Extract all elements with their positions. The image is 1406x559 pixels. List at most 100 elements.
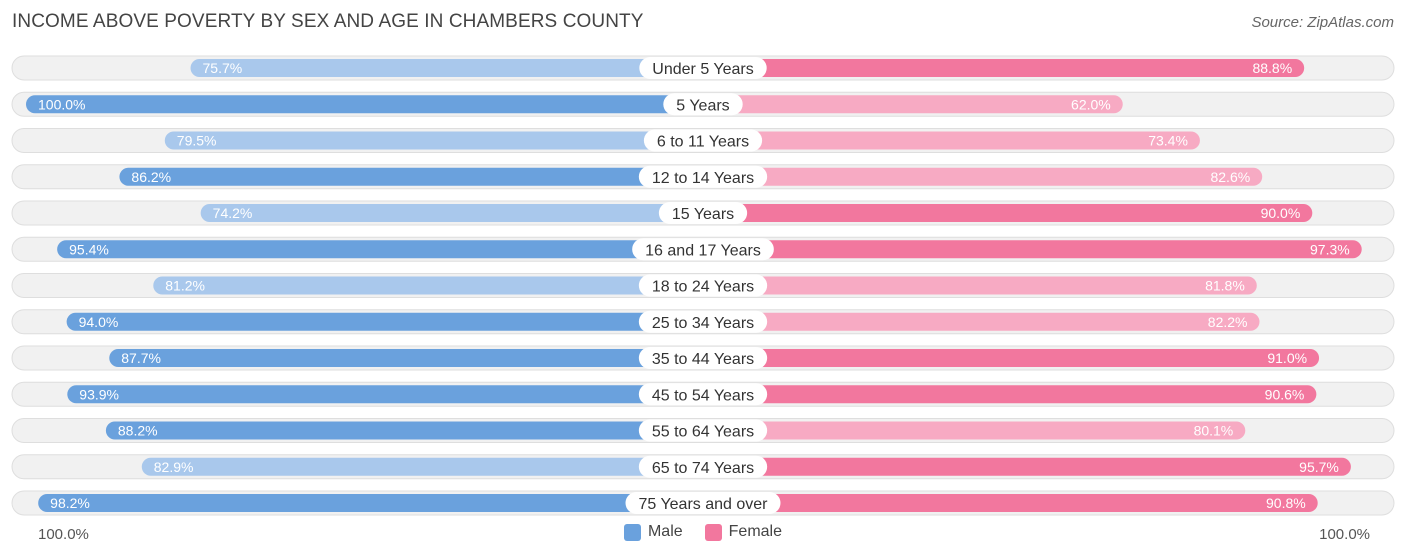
male-value-label: 94.0%	[79, 314, 119, 330]
male-bar	[38, 494, 704, 512]
male-value-label: 100.0%	[38, 96, 85, 112]
female-bar	[703, 240, 1362, 259]
male-value-label: 86.2%	[131, 169, 171, 185]
legend-swatch-male	[623, 523, 641, 541]
female-value-label: 88.8%	[1252, 60, 1292, 76]
male-bar	[67, 385, 703, 404]
chart-row: 79.5% 73.4% 6 to 11 Years	[11, 128, 1395, 153]
category-pill	[638, 310, 768, 333]
chart-row: 95.4% 97.3% 16 and 17 Years	[11, 236, 1395, 262]
female-bar	[703, 131, 1200, 150]
female-value-label: 95.7%	[1299, 459, 1339, 475]
category-pill	[638, 274, 768, 297]
chart-row: 86.2% 82.6% 12 to 14 Years	[11, 164, 1395, 190]
female-bar	[703, 349, 1320, 367]
axis-right-label: 100.0%	[1319, 526, 1370, 543]
female-value-label: 90.0%	[1261, 205, 1301, 221]
chart-row: 81.2% 81.8% 18 to 24 Years	[11, 273, 1395, 298]
female-bar	[703, 385, 1317, 404]
category-label: 6 to 11 Years	[657, 134, 749, 151]
male-bar	[66, 312, 704, 331]
category-label: 55 to 64 Years	[652, 424, 754, 441]
female-value-label: 62.0%	[1071, 96, 1111, 112]
male-value-label: 81.2%	[165, 278, 205, 294]
category-pill	[638, 383, 768, 406]
male-bar	[109, 349, 704, 367]
female-bar	[703, 494, 1318, 512]
category-label: 35 to 44 Years	[652, 351, 754, 368]
male-bar	[200, 204, 703, 222]
category-label: 45 to 54 Years	[652, 387, 754, 404]
male-bar	[105, 421, 704, 440]
male-value-label: 82.9%	[154, 459, 194, 475]
legend-label-female: Female	[728, 523, 783, 540]
female-value-label: 82.2%	[1208, 314, 1248, 330]
chart-row: 82.9% 95.7% 65 to 74 Years	[11, 454, 1395, 480]
category-pill	[625, 492, 781, 514]
female-bar	[703, 421, 1246, 440]
male-bar	[153, 276, 703, 295]
female-value-label: 91.0%	[1267, 350, 1307, 366]
category-label: 65 to 74 Years	[652, 460, 754, 477]
category-pill	[638, 165, 768, 188]
female-value-label: 81.8%	[1205, 278, 1245, 294]
male-bar	[141, 457, 704, 476]
male-value-label: 87.7%	[121, 350, 161, 366]
male-bar	[164, 131, 703, 150]
category-label: 12 to 14 Years	[652, 170, 754, 187]
category-pill	[638, 419, 768, 442]
legend: Male Female	[0, 523, 1406, 541]
chart-row: 88.2% 80.1% 55 to 64 Years	[11, 418, 1395, 443]
male-value-label: 75.7%	[203, 60, 243, 76]
category-label: 75 Years and over	[639, 496, 769, 513]
category-label: Under 5 Years	[652, 61, 753, 78]
category-pill	[638, 455, 768, 478]
male-value-label: 88.2%	[118, 423, 158, 439]
female-value-label: 80.1%	[1194, 423, 1234, 439]
female-bar	[703, 167, 1263, 186]
category-label: 5 Years	[676, 97, 729, 114]
category-pill	[639, 57, 767, 79]
category-pill	[663, 93, 743, 116]
male-value-label: 98.2%	[50, 495, 90, 511]
female-value-label: 73.4%	[1148, 133, 1188, 149]
male-bar	[57, 240, 704, 259]
chart-row: 100.0% 62.0% 5 Years	[11, 91, 1395, 117]
male-bar	[190, 59, 704, 77]
male-bar	[26, 95, 703, 114]
female-bar	[703, 204, 1313, 222]
female-value-label: 97.3%	[1310, 241, 1350, 257]
male-value-label: 93.9%	[79, 386, 119, 402]
female-bar	[703, 312, 1260, 331]
category-label: 18 to 24 Years	[652, 279, 754, 296]
chart-row: 75.7% 88.8% Under 5 Years	[11, 55, 1395, 81]
legend-label-male: Male	[647, 523, 683, 540]
female-value-label: 90.6%	[1265, 386, 1305, 402]
legend-item-female[interactable]: Female	[704, 523, 783, 541]
female-value-label: 82.6%	[1210, 169, 1250, 185]
legend-item-male[interactable]: Male	[623, 523, 683, 541]
category-pill	[638, 347, 768, 369]
chart-title: INCOME ABOVE POVERTY BY SEX AND AGE IN C…	[12, 11, 644, 32]
category-pill	[643, 129, 763, 152]
category-label: 16 and 17 Years	[645, 242, 761, 259]
axis-left-label: 100.0%	[38, 526, 89, 543]
female-value-label: 90.8%	[1266, 495, 1306, 511]
male-bar	[119, 167, 703, 186]
category-pill	[658, 202, 748, 224]
chart-row: 94.0% 82.2% 25 to 34 Years	[11, 309, 1395, 335]
female-bar	[703, 457, 1351, 476]
male-value-label: 74.2%	[213, 205, 253, 221]
source-credit: Source: ZipAtlas.com	[1251, 14, 1394, 31]
female-bar	[703, 95, 1123, 114]
legend-swatch-female	[704, 523, 722, 541]
male-value-label: 95.4%	[69, 241, 109, 257]
chart-row: 98.2% 90.8% 75 Years and over	[11, 490, 1395, 516]
chart-row: 74.2% 90.0% 15 Years	[11, 200, 1395, 226]
chart-row: 93.9% 90.6% 45 to 54 Years	[11, 381, 1395, 407]
category-pill	[632, 238, 774, 261]
female-bar	[703, 276, 1257, 295]
male-value-label: 79.5%	[177, 133, 217, 149]
category-label: 15 Years	[672, 206, 734, 223]
